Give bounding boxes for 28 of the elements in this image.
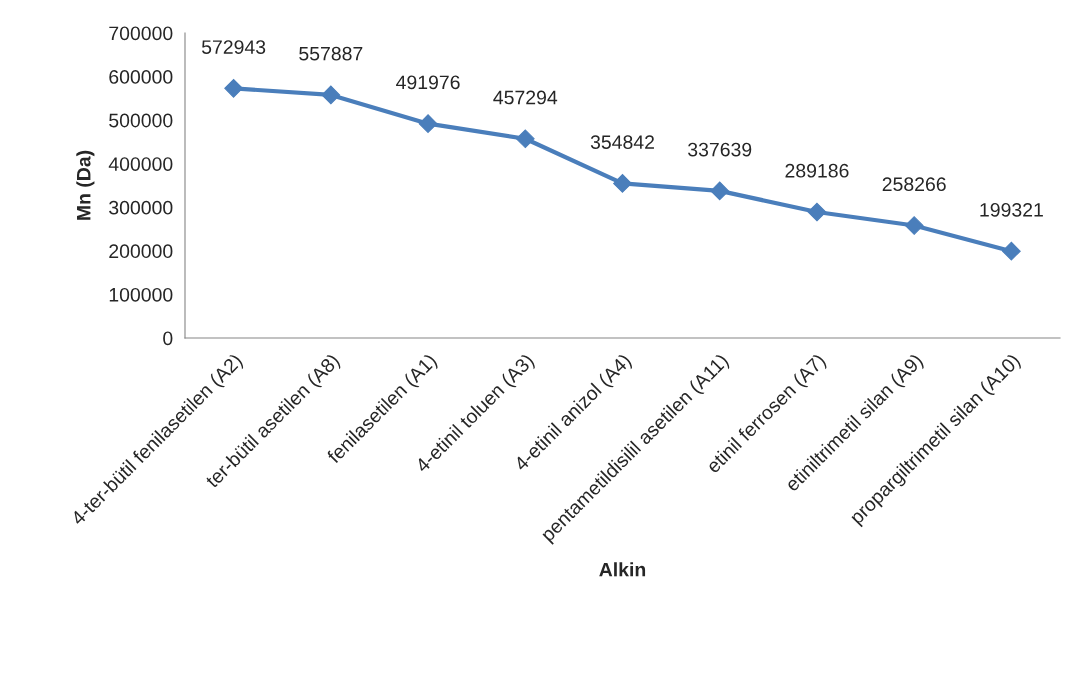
point [904,216,924,235]
y-tick-label: 200000 [109,244,173,259]
data-label: 258266 [882,177,946,192]
y-tick-label: 500000 [109,113,173,128]
point [224,79,243,98]
y-axis-title: Mn (Da) [76,150,95,220]
point [515,129,535,149]
point [613,174,632,193]
data-label: 337639 [688,142,752,157]
y-tick-label: 0 [163,331,173,346]
data-label: 354842 [590,135,654,149]
data-label: 457294 [493,90,558,105]
data-label: 572943 [201,40,266,54]
point [710,181,730,201]
data-label: 557887 [299,46,363,61]
y-tick-label: 300000 [109,200,173,215]
x-axis-title: Alkin [599,562,646,577]
point [807,202,827,222]
y-tick-label: 600000 [109,70,173,84]
y-tick-label: 100000 [109,287,173,302]
data-label: 491976 [396,75,460,90]
point [321,85,341,105]
point [418,114,438,133]
point [1002,241,1021,261]
y-tick-label: 700000 [109,26,173,41]
y-tick-label: 400000 [108,157,173,171]
data-label: 289186 [785,163,849,178]
data-label: 199321 [980,202,1043,217]
